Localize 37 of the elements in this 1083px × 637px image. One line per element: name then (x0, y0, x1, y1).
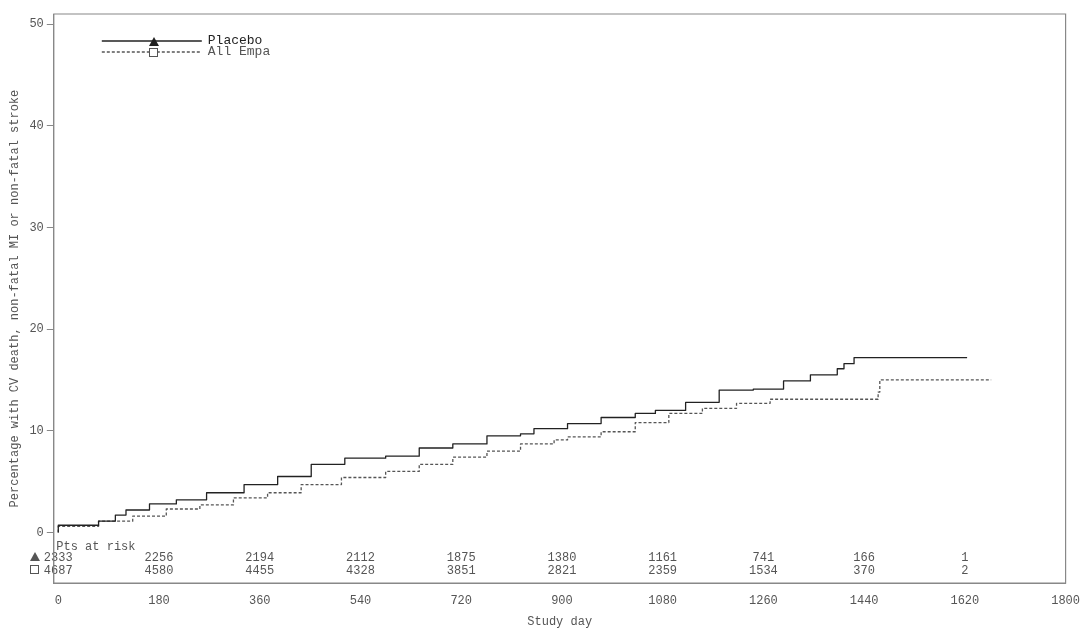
annotation: 2821 (547, 563, 577, 578)
annotation: 1380 (547, 550, 577, 565)
x-tick-label: 180 (148, 593, 170, 608)
annotation: 2194 (245, 550, 275, 565)
y-tick-label: 10 (29, 423, 44, 438)
x-axis-title: Study day (527, 614, 593, 629)
x-tick-label: 1440 (849, 593, 879, 608)
x-tick-label: 0 (54, 593, 62, 608)
annotation: 3851 (446, 563, 476, 578)
annotation: 370 (853, 563, 875, 578)
y-tick-label: 0 (36, 525, 44, 540)
x-tick-label: 1080 (648, 593, 678, 608)
annotation: 4328 (346, 563, 375, 578)
y-tick-label: 50 (29, 17, 44, 32)
y-axis-title: Percentage with CV death, non-fatal MI or non-fatal stroke (8, 89, 23, 508)
annotation: 1875 (446, 550, 476, 565)
annotation: 741 (752, 550, 775, 565)
x-tick-label: 360 (248, 593, 271, 608)
annotation: 2256 (144, 550, 174, 565)
y-tick-label: 30 (29, 220, 44, 235)
y-tick-label: 20 (29, 322, 44, 337)
x-tick-label: 1800 (1051, 593, 1080, 608)
annotation: 4455 (245, 563, 275, 578)
annotation: 1 (961, 550, 969, 565)
y-tick-label: 40 (29, 118, 44, 133)
x-tick-label: 1260 (749, 593, 778, 608)
annotation: 2112 (346, 550, 375, 565)
x-tick-label: 1620 (950, 593, 980, 608)
x-tick-label: 720 (450, 593, 473, 608)
x-tick-label: 540 (349, 593, 372, 608)
annotation: 1161 (648, 550, 678, 565)
annotation: 1534 (749, 563, 778, 578)
x-tick-label: 900 (551, 593, 573, 608)
annotation: 166 (853, 550, 875, 565)
annotation: 2359 (648, 563, 678, 578)
annotation: 4580 (144, 563, 174, 578)
annotation: 2 (961, 563, 969, 578)
